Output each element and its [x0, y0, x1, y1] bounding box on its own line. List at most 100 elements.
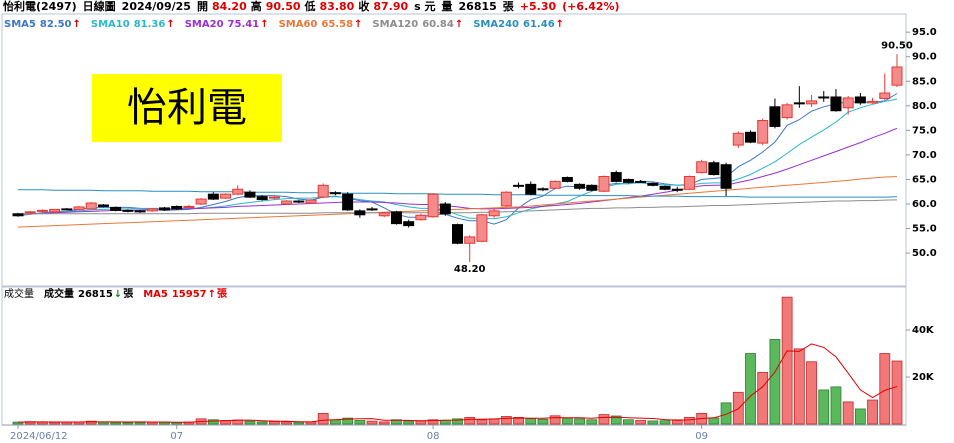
volume-bar [525, 418, 537, 425]
legend-unit: 張 [217, 289, 228, 300]
volume-bar [476, 419, 488, 425]
y-tick-label: 60.0 [912, 199, 937, 210]
candle-body [488, 210, 500, 217]
legend-trend: ↑ [207, 289, 217, 300]
volume-bar [281, 421, 292, 425]
candle-body [854, 96, 866, 104]
legend-value: 81.36 [133, 19, 166, 30]
candle-body [806, 100, 818, 105]
candle-body [97, 204, 109, 207]
candle-body [683, 176, 695, 190]
legend-trend: ↑ [260, 19, 269, 30]
candle-body [207, 193, 219, 200]
volume: 26815 [458, 0, 497, 13]
candle-body [561, 176, 573, 182]
y-tick-label: 90.0 [912, 52, 937, 63]
volume-bar [500, 416, 512, 425]
candle-body [513, 184, 525, 187]
legend-name: 成交量 [44, 289, 74, 300]
volume-bar [427, 419, 439, 425]
candle-body [110, 206, 122, 211]
volume-bar [806, 361, 817, 425]
legend-value: 75.41 [227, 19, 260, 30]
watermark: 怡利電 [92, 74, 282, 142]
volume-bar [378, 421, 390, 425]
candle-body [244, 191, 256, 198]
candle-body [793, 102, 805, 105]
volume-bar [818, 389, 830, 425]
legend-entry: SMA5 82.50 ↑ [4, 19, 81, 31]
legend-trend: ↑ [555, 19, 565, 30]
candle-body [659, 185, 671, 190]
header: 怡利電(2497) 日線圖 2024/09/25 開 84.20 高 90.50 低 83… [3, 0, 620, 14]
volume-bar [342, 417, 354, 425]
volume-bar [842, 401, 854, 425]
volume-bar [684, 417, 695, 425]
candle-body [574, 183, 586, 189]
x-tick-label: 08 [427, 431, 440, 442]
volume-bar [598, 414, 610, 425]
volume-bar [366, 420, 378, 425]
legend-name: SMA10 [90, 19, 130, 30]
legend-trend: ↑ [72, 19, 81, 30]
legend-name: MA5 [143, 289, 168, 300]
legend-entry: SMA120 60.84 ↑ [372, 19, 463, 31]
quote-label: 高 [250, 0, 262, 13]
quote-label: 低 [304, 0, 316, 13]
volume-bar [354, 420, 366, 425]
legend-value: 82.50 [39, 19, 72, 30]
quote-label: 收 [358, 0, 370, 13]
legend-entry: SMA10 81.36 ↑ [91, 19, 175, 31]
y-tick-label: 40K [912, 325, 935, 336]
quotes: 開 84.20 高 90.50 低 83.80 收 87.90 [197, 0, 408, 14]
candle-body [195, 198, 207, 205]
volume-bar [757, 371, 769, 425]
candle-body [12, 213, 24, 217]
candle-body [293, 200, 305, 203]
volume-bar [867, 399, 878, 425]
volume-legend: 成交量 成交量 26815 ↓ 張 MA5 15957 ↑ 張 [4, 289, 227, 301]
volume-bar [659, 420, 671, 425]
candle-body [476, 214, 488, 242]
volume-bar [745, 353, 756, 425]
candle-body [85, 202, 97, 210]
extreme-label: 48.20 [454, 264, 486, 275]
volume-bar [85, 420, 97, 425]
quote-value: 90.50 [265, 0, 301, 13]
volume-bar [708, 417, 720, 425]
legend-trend: ↑ [354, 19, 363, 30]
candle-body [427, 193, 439, 218]
panel-title: 成交量 [4, 289, 34, 300]
legend-value: 60.84 [422, 19, 454, 30]
y-tick-label: 50.0 [912, 248, 937, 259]
candle-body [268, 196, 280, 199]
volume-bar [452, 418, 463, 425]
volume-bar [830, 386, 842, 425]
candle-body [220, 193, 232, 199]
date: 2024/09/25 [121, 0, 191, 13]
volume-bar [720, 402, 732, 425]
y-tick-label: 20K [912, 372, 935, 383]
volume-bar [49, 421, 61, 425]
quote-label: 開 [196, 0, 208, 13]
volume-bar [537, 418, 549, 425]
legend-entry: SMA20 75.41 ↑ [185, 19, 269, 31]
volume-bar [207, 419, 219, 425]
y-tick-label: 80.0 [912, 101, 937, 112]
candle-body [122, 209, 134, 212]
candle-body [49, 208, 61, 213]
candle-body [24, 211, 36, 214]
legend-name: SMA60 [278, 19, 318, 30]
candle-body [671, 188, 683, 191]
volume-bar [586, 419, 598, 425]
candle-body [757, 120, 769, 144]
volume-bar [769, 339, 781, 425]
candle-body [525, 183, 537, 195]
candle-body [159, 207, 170, 211]
candle-body [842, 97, 854, 109]
candle-body [500, 191, 512, 207]
candle-body [549, 180, 561, 189]
candle-body [390, 211, 402, 225]
candle-body [830, 96, 842, 112]
